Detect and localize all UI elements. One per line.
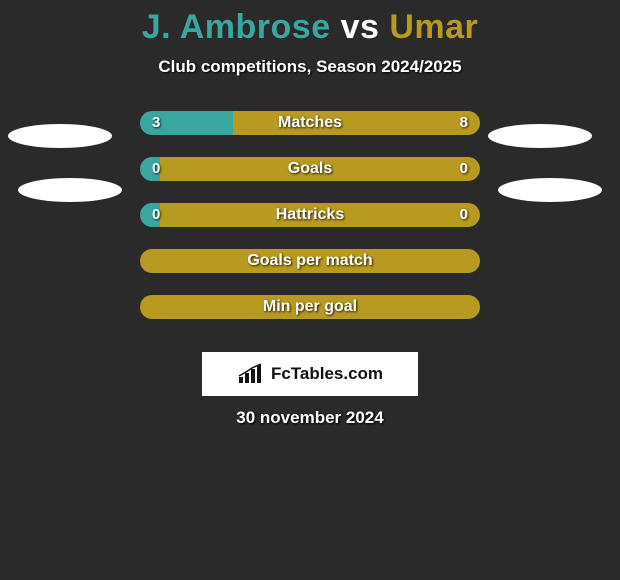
stat-row: Min per goal	[0, 295, 620, 319]
title-vs: vs	[331, 8, 390, 46]
date-text: 30 november 2024	[0, 408, 620, 428]
stat-row: 38Matches	[0, 111, 620, 135]
stat-value-left: 0	[152, 203, 160, 227]
stat-value-right: 0	[460, 157, 468, 181]
stat-bar	[140, 157, 480, 181]
stat-bar-right	[160, 203, 480, 227]
stage: J. Ambrose vs Umar Club competitions, Se…	[0, 0, 620, 580]
page-title: J. Ambrose vs Umar	[0, 0, 620, 47]
stat-row: 00Goals	[0, 157, 620, 181]
title-player2: Umar	[389, 8, 478, 46]
stat-bar-right	[140, 249, 480, 273]
stat-value-left: 3	[152, 111, 160, 135]
stat-bar-right	[233, 111, 480, 135]
stat-bar	[140, 203, 480, 227]
subtitle: Club competitions, Season 2024/2025	[0, 57, 620, 77]
logo-text: FcTables.com	[271, 364, 383, 384]
logo-box: FcTables.com	[202, 352, 418, 396]
stat-bar-right	[160, 157, 480, 181]
stat-bar	[140, 111, 480, 135]
stat-bar-right	[140, 295, 480, 319]
ellipse-decor-right-2	[498, 178, 602, 202]
stat-bar	[140, 249, 480, 273]
stat-row: Goals per match	[0, 249, 620, 273]
stat-value-right: 0	[460, 203, 468, 227]
title-player1: J. Ambrose	[142, 8, 331, 46]
stat-value-left: 0	[152, 157, 160, 181]
stat-value-right: 8	[460, 111, 468, 135]
stat-bar	[140, 295, 480, 319]
stat-row: 00Hattricks	[0, 203, 620, 227]
bars-icon	[237, 363, 265, 385]
ellipse-decor-left-2	[18, 178, 122, 202]
